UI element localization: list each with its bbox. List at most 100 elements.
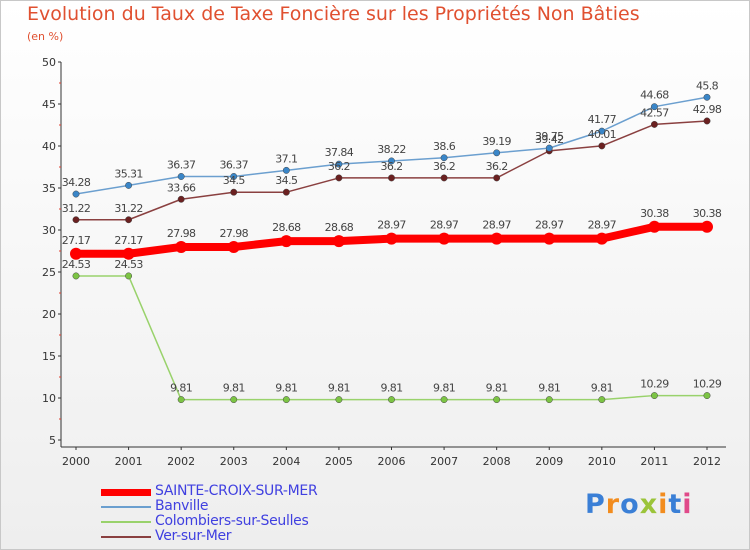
data-label: 28.68 [325,221,354,234]
data-label: 27.17 [62,234,91,247]
legend-swatch [101,536,151,538]
data-label: 33.66 [167,181,196,194]
x-tick-label: 2009 [535,455,563,468]
data-point [72,190,80,198]
data-label: 28.97 [377,219,406,232]
data-point [703,93,711,101]
data-label: 9.81 [223,382,245,395]
data-point [335,396,343,404]
data-label: 39.75 [535,130,564,143]
y-tick-label: 30 [42,224,56,237]
data-label: 27.98 [220,227,249,240]
legend-swatch [101,489,151,496]
data-label: 9.81 [380,382,402,395]
data-label: 30.38 [693,207,722,220]
data-point [703,117,711,125]
data-label: 28.97 [588,219,617,232]
data-point [282,166,290,174]
data-label: 45.8 [696,79,719,92]
data-label: 31.22 [114,202,143,215]
data-label: 9.81 [433,382,455,395]
data-label: 31.22 [62,202,91,215]
data-label: 36.2 [328,160,350,173]
data-point [388,396,395,404]
y-tick-label: 15 [42,350,56,363]
data-point [332,235,345,248]
x-tick-label: 2001 [115,455,143,468]
data-label: 36.37 [167,158,196,171]
data-point [545,396,553,404]
data-point [72,216,80,224]
y-tick-label: 25 [42,266,56,279]
legend-swatch [101,521,151,523]
y-tick-label: 50 [42,56,56,69]
data-point [227,240,240,253]
data-point [230,188,238,196]
data-point [282,188,290,196]
data-point [545,144,553,152]
data-label: 38.22 [377,143,406,156]
x-tick-label: 2011 [640,455,668,468]
data-label: 27.17 [114,234,143,247]
data-label: 36.2 [380,160,402,173]
data-label: 28.97 [535,219,564,232]
data-point [177,173,185,180]
legend-label: Ver-sur-Mer [155,528,232,544]
x-tick-label: 2002 [167,455,195,468]
x-tick-label: 2007 [430,455,458,468]
data-label: 28.97 [482,219,511,232]
logo-letter: i [682,489,693,520]
y-tick-label: 10 [42,392,56,405]
logo-letter: t [668,489,683,520]
data-point [335,174,343,182]
y-tick-label: 45 [42,98,56,111]
data-label: 36.2 [486,160,508,173]
legend-swatch [101,506,151,508]
data-point [70,247,82,260]
data-label: 36.37 [220,158,249,171]
data-label: 9.81 [538,382,560,395]
data-point [438,232,451,245]
data-point [177,195,185,203]
data-label: 38.6 [433,140,456,153]
data-label: 37.1 [275,152,297,165]
data-point [177,396,185,404]
data-label: 9.81 [275,382,297,395]
data-point [493,396,501,404]
data-label: 34.5 [223,174,246,187]
x-tick-label: 2000 [62,455,90,468]
legend-label: Banville [155,498,209,514]
data-label: 36.2 [433,160,455,173]
data-label: 35.31 [114,167,143,180]
data-point [650,120,658,128]
data-label: 10.29 [693,378,722,391]
data-point [650,103,658,111]
x-tick-label: 2005 [325,455,353,468]
data-point [388,157,395,165]
data-label: 37.84 [325,146,354,159]
data-label: 27.98 [167,227,196,240]
data-label: 40.01 [588,128,617,141]
data-point [650,392,658,400]
data-label: 34.28 [62,176,91,189]
x-tick-label: 2004 [272,455,300,468]
data-point [598,142,606,150]
data-label: 34.5 [275,174,298,187]
y-axis-unit-label: (en %) [27,30,64,43]
legend-label: SAINTE-CROIX-SUR-MER [155,483,318,499]
chart-title: Evolution du Taux de Taxe Foncière sur l… [27,3,640,25]
data-point [648,220,661,233]
data-label: 39.19 [482,135,511,148]
data-label: 9.81 [170,382,192,395]
data-label: 39.42 [535,133,564,146]
series-data-labels: 24.53 24.53 9.81 9.81 9.81 9.81 9.81 9.81 9.81 9.… [62,79,723,395]
data-point [385,232,398,245]
data-label: 9.81 [486,382,508,395]
data-label: 44.68 [640,89,669,102]
data-point [335,160,343,168]
data-point [388,174,395,182]
data-label: 28.97 [430,219,459,232]
data-point [543,232,556,245]
